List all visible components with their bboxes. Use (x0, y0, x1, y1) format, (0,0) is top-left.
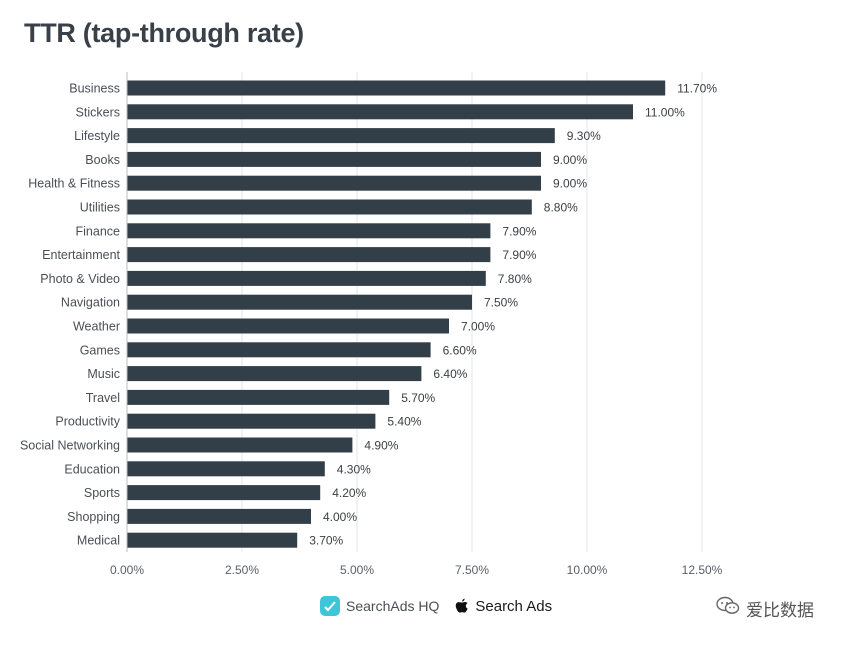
value-label: 9.30% (567, 129, 601, 143)
category-label: Business (69, 82, 120, 96)
category-label: Music (87, 367, 120, 381)
category-label: Utilities (80, 201, 120, 215)
category-label: Education (64, 462, 120, 476)
category-label: Navigation (61, 296, 120, 310)
watermark-text: 爱比数据 (746, 601, 814, 620)
watermark: 爱比数据 (716, 596, 814, 621)
category-label: Social Networking (20, 439, 120, 453)
value-label: 7.00% (461, 320, 495, 334)
bar (127, 413, 376, 429)
searchads-hq-logo-icon (320, 596, 340, 616)
category-label: Games (80, 343, 120, 357)
bar (127, 485, 321, 501)
apple-logo-icon (455, 598, 469, 614)
value-label: 11.70% (677, 82, 717, 96)
value-label: 4.00% (323, 510, 357, 524)
legend-searchads-hq: SearchAds HQ (346, 598, 440, 614)
category-label: Sports (84, 486, 120, 500)
bar (127, 294, 472, 310)
category-labels: Business Stickers Lifestyle Books Health & F… (20, 82, 121, 548)
value-label: 7.80% (498, 272, 532, 286)
category-label: Stickers (76, 105, 120, 119)
bar (127, 270, 486, 286)
bar (127, 508, 311, 524)
category-label: Productivity (55, 415, 120, 429)
category-label: Entertainment (42, 248, 120, 262)
value-label: 6.40% (433, 367, 467, 381)
bar (127, 104, 633, 120)
bar (127, 247, 491, 263)
x-tick-label: 5.00% (340, 563, 374, 577)
value-label: 8.80% (544, 201, 578, 215)
value-label: 5.40% (387, 415, 421, 429)
bar (127, 151, 541, 167)
bar (127, 532, 298, 548)
bar (127, 175, 541, 191)
category-label: Photo & Video (40, 272, 120, 286)
value-label: 3.70% (309, 534, 343, 548)
x-tick-label: 10.00% (567, 563, 608, 577)
bar (127, 128, 555, 144)
category-label: Shopping (67, 510, 120, 524)
grid-lines (241, 72, 703, 552)
value-labels: 11.70% 11.00% 9.30% 9.00% 9.00% 8.80% 7.90% 7.9… (309, 82, 717, 548)
bar (127, 342, 431, 358)
legend-apple-search-ads: Search Ads (475, 597, 553, 615)
x-tick-label: 0.00% (110, 563, 144, 577)
value-label: 7.50% (484, 296, 518, 310)
x-tick-label: 2.50% (225, 563, 259, 577)
bar (127, 437, 353, 453)
value-label: 4.20% (332, 486, 366, 500)
value-label: 7.90% (502, 248, 536, 262)
x-tick-labels: 0.00% 2.50% 5.00% 7.50% 10.00% 12.50% (110, 563, 723, 577)
x-tick-label: 7.50% (455, 563, 489, 577)
value-label: 7.90% (502, 224, 536, 238)
bar (127, 389, 390, 405)
bar (127, 80, 666, 96)
value-label: 4.90% (364, 439, 398, 453)
category-label: Medical (77, 534, 120, 548)
bar (127, 223, 491, 239)
category-label: Travel (86, 391, 120, 405)
value-label: 9.00% (553, 177, 587, 191)
x-tick-label: 12.50% (682, 563, 723, 577)
legend: SearchAds HQ Search Ads (320, 596, 552, 616)
value-label: 5.70% (401, 391, 435, 405)
category-label: Books (85, 153, 120, 167)
wechat-icon (716, 596, 740, 621)
chart-title: TTR (tap-through rate) (24, 18, 304, 48)
bar (127, 199, 532, 215)
bar (127, 318, 449, 334)
category-label: Finance (76, 224, 121, 238)
value-label: 6.60% (443, 343, 477, 357)
bars (127, 80, 666, 548)
bar (127, 461, 325, 477)
value-label: 11.00% (645, 105, 685, 119)
value-label: 9.00% (553, 153, 587, 167)
category-label: Lifestyle (74, 129, 120, 143)
category-label: Health & Fitness (28, 177, 120, 191)
category-label: Weather (73, 320, 120, 334)
bar (127, 366, 422, 382)
value-label: 4.30% (337, 462, 371, 476)
